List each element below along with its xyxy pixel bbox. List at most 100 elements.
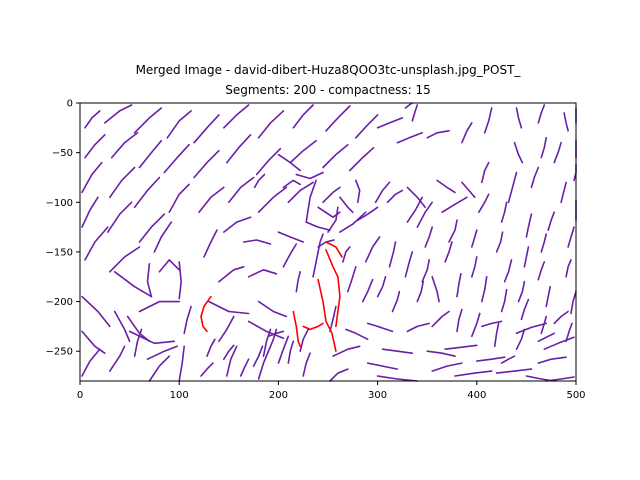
segment-line-purple-1 — [84, 134, 106, 159]
segment-line-purple-73 — [355, 179, 361, 204]
segment-line-purple-56 — [292, 104, 314, 129]
segment-line-purple-54 — [262, 328, 272, 357]
segment-line-purple-172 — [515, 322, 547, 335]
segment-line-purple-58 — [287, 181, 314, 204]
segment-line-purple-6 — [81, 330, 106, 354]
segment-line-red-4 — [302, 322, 324, 331]
segment-line-purple-47 — [257, 110, 285, 139]
segment-line-purple-149 — [523, 246, 530, 268]
x-tick-label: 400 — [467, 390, 486, 401]
segment-line-purple-46 — [226, 345, 238, 377]
segment-line-purple-116 — [421, 259, 430, 283]
y-tick-label: −100 — [46, 198, 73, 209]
x-tick-label: 200 — [269, 390, 288, 401]
segment-line-purple-63 — [277, 335, 290, 364]
segment-line-purple-59 — [277, 231, 304, 243]
plot-lines — [81, 102, 577, 382]
segment-line-purple-39 — [223, 104, 250, 129]
segment-line-purple-185 — [223, 344, 235, 360]
segment-line-purple-94 — [396, 132, 423, 144]
chart-title-line-2: Segments: 200 - compactness: 15 — [225, 83, 431, 97]
segment-line-purple-125 — [454, 370, 493, 377]
x-tick-label: 500 — [566, 390, 585, 401]
segment-line-purple-49 — [257, 186, 288, 213]
segment-line-purple-128 — [483, 107, 493, 134]
segment-line-purple-19 — [113, 271, 153, 298]
segment-line-purple-124 — [456, 308, 463, 333]
segment-line-purple-111 — [426, 350, 456, 357]
segment-line-purple-41 — [228, 176, 255, 204]
segment-line-purple-175 — [525, 375, 555, 382]
segment-line-purple-147 — [530, 166, 540, 189]
segment-line-purple-60 — [282, 243, 298, 268]
x-tick-label: 0 — [77, 390, 83, 401]
segment-line-purple-137 — [513, 141, 524, 164]
segment-line-purple-55 — [257, 350, 270, 380]
segment-line-purple-160 — [545, 285, 551, 308]
segment-line-purple-80 — [305, 179, 317, 223]
segment-line-purple-122 — [444, 241, 453, 263]
segment-line-purple-184 — [200, 362, 214, 377]
segment-line-purple-52 — [257, 300, 288, 318]
segment-line-purple-155 — [553, 141, 562, 164]
axes-border — [79, 102, 577, 382]
segment-line-purple-157 — [547, 211, 555, 231]
segment-line-purple-14 — [109, 345, 126, 372]
y-tick-label: −250 — [46, 347, 73, 358]
segment-line-purple-118 — [431, 310, 450, 328]
segment-line-purple-158 — [540, 233, 547, 253]
segment-line-purple-44 — [208, 300, 250, 315]
segment-line-purple-108 — [404, 251, 414, 278]
segment-line-purple-27 — [158, 259, 180, 273]
segment-line-purple-180 — [299, 328, 309, 352]
segment-line-purple-121 — [448, 219, 458, 243]
segment-line-purple-78 — [327, 206, 339, 233]
segment-line-purple-81 — [277, 153, 301, 172]
segment-line-purple-92 — [329, 368, 349, 382]
segment-line-purple-97 — [361, 278, 374, 303]
segment-line-purple-84 — [376, 117, 404, 129]
segment-line-purple-129 — [481, 161, 490, 184]
segment-line-purple-167 — [567, 226, 575, 248]
segment-line-purple-113 — [436, 179, 456, 194]
segment-line-purple-68 — [317, 233, 324, 253]
segment-line-purple-4 — [84, 226, 109, 261]
segment-line-purple-99 — [381, 348, 414, 354]
segment-line-purple-65 — [322, 143, 349, 169]
segment-line-purple-45 — [218, 315, 235, 343]
segment-line-purple-36 — [178, 261, 182, 300]
segment-line-purple-61 — [295, 271, 301, 293]
segment-line-purple-67 — [305, 221, 331, 231]
segment-line-purple-148 — [525, 213, 533, 238]
segment-line-purple-31 — [148, 355, 171, 382]
segment-line-purple-21 — [133, 328, 143, 357]
segment-line-purple-74 — [282, 179, 301, 189]
x-tick-label: 300 — [368, 390, 387, 401]
segment-line-red-2 — [317, 278, 337, 352]
segment-line-purple-90 — [345, 328, 369, 341]
segment-line-purple-62 — [267, 328, 278, 352]
x-tick-label: 100 — [170, 390, 189, 401]
segment-line-purple-112 — [431, 362, 463, 372]
segment-line-purple-119 — [431, 276, 440, 303]
segment-line-purple-126 — [444, 344, 478, 350]
segment-line-purple-23 — [163, 143, 190, 174]
segment-line-purple-104 — [406, 196, 423, 223]
segment-line-purple-139 — [500, 201, 508, 223]
segment-line-purple-181 — [267, 330, 285, 338]
segment-line-purple-33 — [193, 149, 220, 179]
x-axis-ticks: 0 100 200 300 400 500 — [77, 381, 586, 401]
segment-line-purple-176 — [461, 122, 473, 144]
segment-line-purple-170 — [565, 322, 573, 343]
segment-line-purple-71 — [355, 114, 379, 139]
segment-line-purple-140 — [495, 231, 504, 253]
segment-line-purple-132 — [471, 256, 478, 278]
segment-line-red-5 — [200, 295, 212, 333]
segment-line-purple-101 — [411, 104, 419, 122]
segment-line-purple-8 — [104, 104, 133, 124]
y-axis-ticks: 0 −50 −100 −150 −200 −250 — [46, 99, 80, 358]
segment-line-purple-177 — [481, 320, 503, 328]
segment-line-purple-16 — [138, 139, 163, 169]
segment-line-purple-159 — [537, 261, 546, 281]
segment-line-purple-42 — [223, 216, 252, 233]
